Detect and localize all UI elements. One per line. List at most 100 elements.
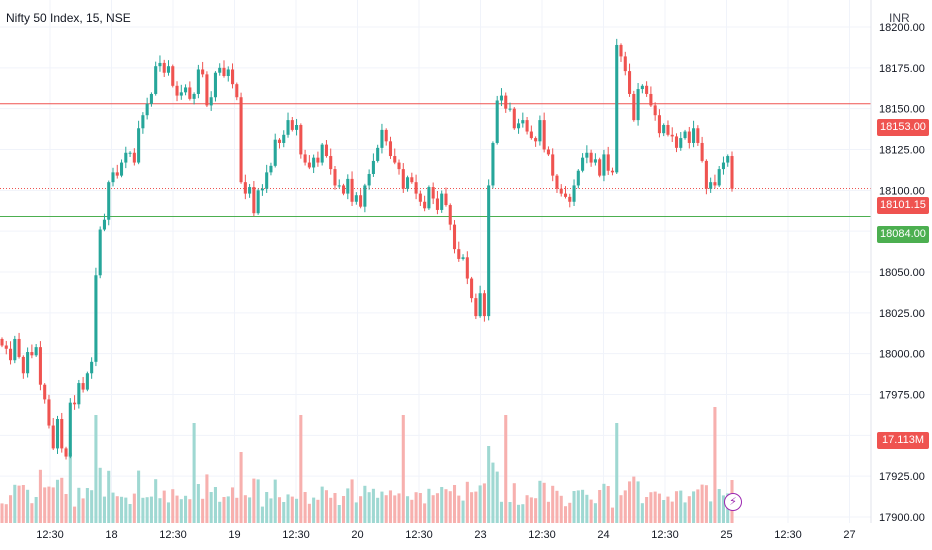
candle-body [286,120,290,135]
candle-body [726,156,730,163]
time-tick-label: 12:30 [405,529,433,541]
volume-bar [286,494,290,523]
candle-body [393,156,397,163]
candle-body [474,298,478,317]
candle-body [295,125,299,130]
lightning-icon[interactable]: ⚡ [724,493,742,511]
volume-bar [85,488,89,523]
volume-bar [145,497,149,523]
candle-body [709,182,713,189]
time-tick-label: 12:30 [36,529,64,541]
volume-bar [679,490,683,523]
volume-bar [598,490,602,523]
volume-bar [312,497,316,523]
volume-bar [98,467,102,523]
volume-bar [90,490,94,523]
volume-bar [192,423,196,523]
price-tick-label: 18175.00 [879,63,925,75]
candle-body [615,44,619,173]
candle-body [0,338,4,346]
volume-bar [482,483,486,523]
candle-body [9,348,13,361]
candle-body [213,72,217,98]
volume-bar [158,498,162,523]
volume-bar [34,497,38,523]
volume-bar [149,496,153,523]
candle-body [674,136,679,148]
candle-body [299,125,303,155]
chart-grid [0,0,871,523]
candle-body [43,384,47,400]
volume-bar [107,470,111,523]
candle-body [26,352,30,374]
candle-body [376,147,380,161]
volume-bar [269,498,273,523]
candle-body [418,193,422,202]
price-tick-label: 18100.00 [879,185,925,197]
symbol-title[interactable]: Nifty 50 Index, 15, NSE [6,11,131,25]
volume-bar [21,485,25,523]
volume-bar [465,481,469,523]
candle-body [333,169,337,186]
volume-bar [384,495,388,523]
candle-body [534,138,538,142]
volume-bar [709,501,713,523]
candle-body [508,108,512,110]
candle-body [487,185,491,317]
volume-bar [606,486,610,523]
volume-bar [568,502,572,523]
volume-bar [166,502,171,523]
volume-bar [410,499,414,523]
volume-bar [51,487,55,523]
candle-body [499,95,504,101]
volume-bar [354,502,358,523]
volume-bar [487,446,491,523]
volume-bar [495,471,499,523]
volume-bar [77,487,81,523]
candle-body [209,97,213,106]
candle-body [124,152,128,163]
candle-body [102,219,106,230]
volume-bar [696,489,700,523]
volume-bar [615,423,619,523]
volume-bar [128,504,132,523]
price-tick-label: 18025.00 [879,308,925,320]
candle-body [350,178,354,202]
time-axis[interactable]: 12:30 18 12:30 19 12:30 20 12:30 23 12:30 24 12:30… [36,529,855,541]
candle-body [252,187,256,214]
candle-body [30,352,34,356]
candle-body [593,159,597,163]
candle-body [290,120,294,130]
candle-body [64,448,68,457]
candle-body [363,185,367,207]
candle-body [546,149,550,155]
candle-body [307,162,311,168]
volume-bar [470,492,474,523]
volume-bar [610,507,615,523]
candle-body [491,142,495,186]
volume-bar [435,493,439,523]
volume-bar [141,497,145,523]
volume-bar [26,489,30,523]
volume-bar [124,497,128,523]
candle-body [406,177,410,189]
volume-bar [517,504,521,523]
volume-bar [341,496,346,523]
volume-bar [380,491,384,523]
volume-bar [674,491,679,523]
candle-body [495,100,499,143]
candle-body [461,257,465,259]
time-tick-label: 25 [720,529,732,541]
candle-body [380,129,384,148]
volume-bar [452,485,457,523]
volume-bar [602,483,606,523]
volume-bar [196,484,200,523]
volume-bar [593,503,597,523]
price-tick-label: 18125.00 [879,145,925,157]
volume-bar [418,493,422,523]
candle-body [645,85,649,94]
candle-body [410,177,414,183]
resistance-price-tag: 18153.00 [877,119,929,136]
horizontal-lines [0,103,871,217]
